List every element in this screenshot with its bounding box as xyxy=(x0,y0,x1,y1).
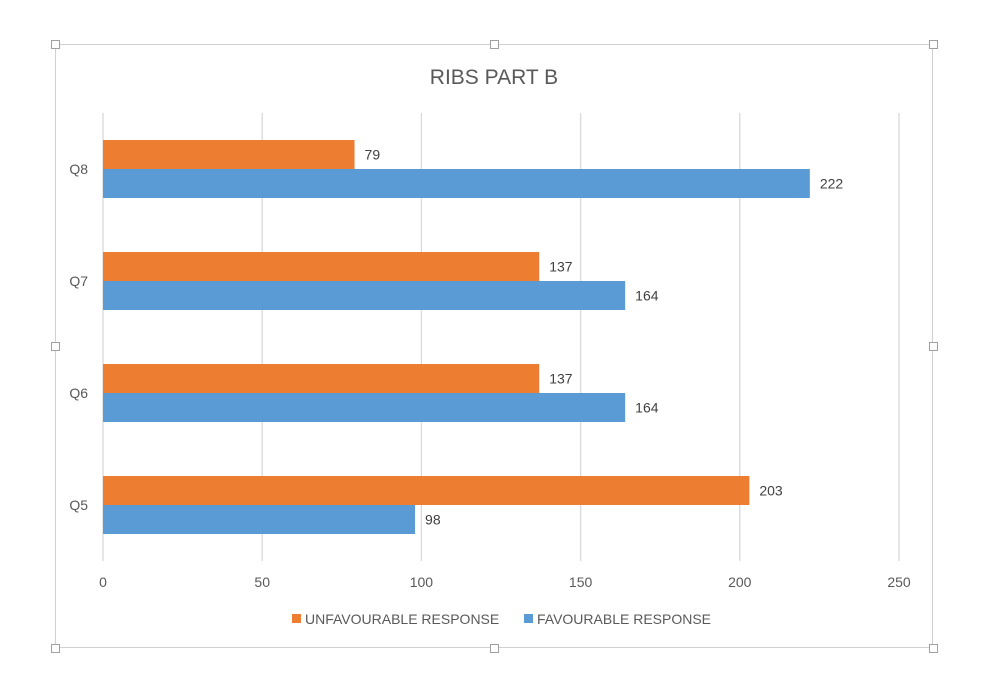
resize-handle-bottom-left[interactable] xyxy=(51,644,60,653)
data-label-favourable-q7: 164 xyxy=(635,288,659,304)
bar-unfavourable-q7 xyxy=(103,252,540,281)
bar-unfavourable-q5 xyxy=(103,476,750,505)
x-tick-labels: 0 50 100 150 200 250 xyxy=(99,574,911,590)
data-label-favourable-q6: 164 xyxy=(635,400,659,416)
x-tick-label-0: 0 xyxy=(99,574,107,590)
chart-title: RIBS PART B xyxy=(430,66,558,89)
data-labels: 203 98 137 164 137 164 79 222 xyxy=(365,147,844,528)
legend-swatch-unfavourable xyxy=(292,614,301,623)
category-label-q8: Q8 xyxy=(69,161,88,177)
legend-label-unfavourable: UNFAVOURABLE RESPONSE xyxy=(305,611,499,627)
category-label-q5: Q5 xyxy=(69,497,88,513)
resize-handle-middle-right[interactable] xyxy=(929,342,938,351)
legend-swatch-favourable xyxy=(524,614,533,623)
bar-favourable-q5 xyxy=(103,505,416,534)
resize-handle-top-left[interactable] xyxy=(51,40,60,49)
x-tick-label-100: 100 xyxy=(410,574,434,590)
resize-handle-bottom-right[interactable] xyxy=(929,644,938,653)
category-label-q7: Q7 xyxy=(69,273,88,289)
category-labels: Q5 Q6 Q7 Q8 xyxy=(69,161,88,513)
x-tick-label-50: 50 xyxy=(254,574,270,590)
x-tick-label-250: 250 xyxy=(887,574,911,590)
bar-favourable-q8 xyxy=(103,169,810,198)
legend-label-favourable: FAVOURABLE RESPONSE xyxy=(537,611,711,627)
data-label-unfavourable-q6: 137 xyxy=(549,371,573,387)
bar-favourable-q7 xyxy=(103,281,626,310)
data-label-unfavourable-q5: 203 xyxy=(759,483,783,499)
resize-handle-top-right[interactable] xyxy=(929,40,938,49)
bar-favourable-q6 xyxy=(103,393,626,422)
x-tick-label-150: 150 xyxy=(569,574,593,590)
resize-handle-bottom-center[interactable] xyxy=(490,644,499,653)
bars xyxy=(103,140,810,534)
data-label-unfavourable-q7: 137 xyxy=(549,259,573,275)
category-label-q6: Q6 xyxy=(69,385,88,401)
data-label-favourable-q5: 98 xyxy=(425,512,441,528)
bar-unfavourable-q8 xyxy=(103,140,355,169)
legend: UNFAVOURABLE RESPONSE FAVOURABLE RESPONSE xyxy=(292,611,711,627)
bar-unfavourable-q6 xyxy=(103,364,540,393)
data-label-unfavourable-q8: 79 xyxy=(365,147,381,163)
x-tick-label-200: 200 xyxy=(728,574,752,590)
resize-handle-middle-left[interactable] xyxy=(51,342,60,351)
data-label-favourable-q8: 222 xyxy=(820,176,844,192)
resize-handle-top-center[interactable] xyxy=(490,40,499,49)
